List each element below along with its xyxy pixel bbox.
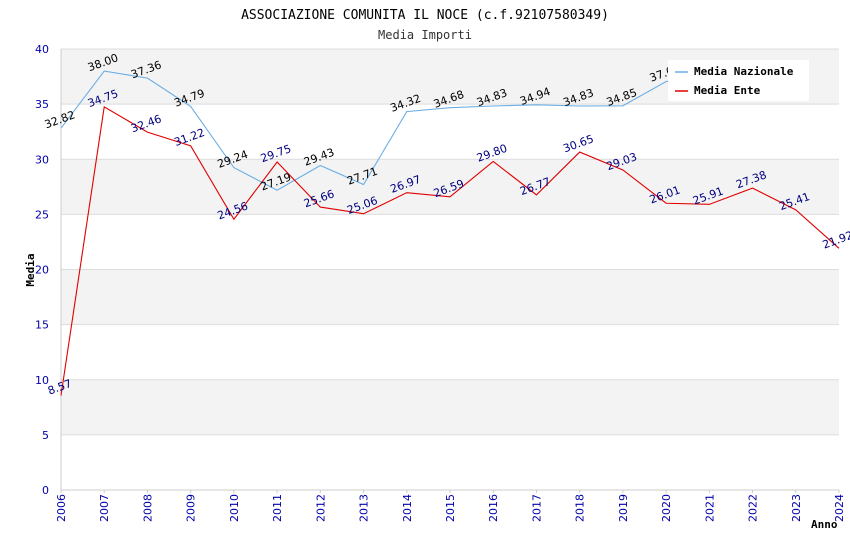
legend: Media Nazionale Media Ente xyxy=(668,60,809,101)
x-tick-label: 2014 xyxy=(401,494,414,522)
y-tick-label: 20 xyxy=(35,264,49,277)
x-tick-label: 2008 xyxy=(141,494,154,522)
x-tick-label: 2007 xyxy=(98,494,111,522)
series-lines xyxy=(60,70,840,396)
x-tick-label: 2019 xyxy=(617,494,630,522)
x-tick-label: 2016 xyxy=(487,494,500,522)
y-tick-label: 5 xyxy=(42,429,49,442)
plot-band xyxy=(61,159,839,215)
y-tick-labels: 0 5 10 15 20 25 30 35 40 xyxy=(35,43,49,497)
y-tick-label: 35 xyxy=(35,98,49,111)
plot-band xyxy=(61,104,839,160)
x-tick-label: 2023 xyxy=(790,494,803,522)
y-axis-title: Media xyxy=(24,253,37,286)
series-line-0 xyxy=(60,70,753,191)
plot-band xyxy=(61,379,839,435)
y-tick-label: 30 xyxy=(35,153,49,166)
x-tick-label: 2017 xyxy=(530,494,543,522)
x-tick-labels: 2006 2007 2008 2009 2010 2011 2012 2013 2014 2015… xyxy=(55,494,846,522)
x-tick-label: 2006 xyxy=(55,494,68,522)
y-tick-label: 0 xyxy=(42,484,49,497)
plot-band xyxy=(61,269,839,325)
plot-band xyxy=(61,214,839,270)
x-tick-label: 2010 xyxy=(228,494,241,522)
x-tick-label: 2020 xyxy=(660,494,673,522)
x-tick-label: 2013 xyxy=(358,494,371,522)
chart-title: ASSOCIAZIONE COMUNITA IL NOCE (c.f.92107… xyxy=(241,8,609,23)
y-tick-label: 25 xyxy=(35,208,49,221)
x-tick-label: 2021 xyxy=(703,494,716,522)
x-tick-label: 2022 xyxy=(747,494,760,522)
y-tick-label: 15 xyxy=(35,319,49,332)
x-tick-label: 2018 xyxy=(574,494,587,522)
x-tick-label: 2012 xyxy=(314,494,327,522)
series-line-1 xyxy=(60,105,840,396)
plot-band xyxy=(61,434,839,490)
x-tick-label: 2024 xyxy=(833,494,846,522)
legend-label-media-ente: Media Ente xyxy=(694,84,761,97)
y-tick-label: 10 xyxy=(35,374,49,387)
x-axis-title: Anno xyxy=(811,518,838,531)
x-tick-label: 2015 xyxy=(444,494,457,522)
y-tick-label: 40 xyxy=(35,43,49,56)
x-tick-label: 2011 xyxy=(271,494,284,522)
legend-label-media-nazionale: Media Nazionale xyxy=(694,65,794,78)
axes xyxy=(60,49,840,493)
x-tick-label: 2009 xyxy=(185,494,198,522)
plot-band xyxy=(61,324,839,380)
chart-subtitle: Media Importi xyxy=(378,28,472,42)
plot-bands xyxy=(61,49,839,490)
legend-box xyxy=(668,60,809,101)
